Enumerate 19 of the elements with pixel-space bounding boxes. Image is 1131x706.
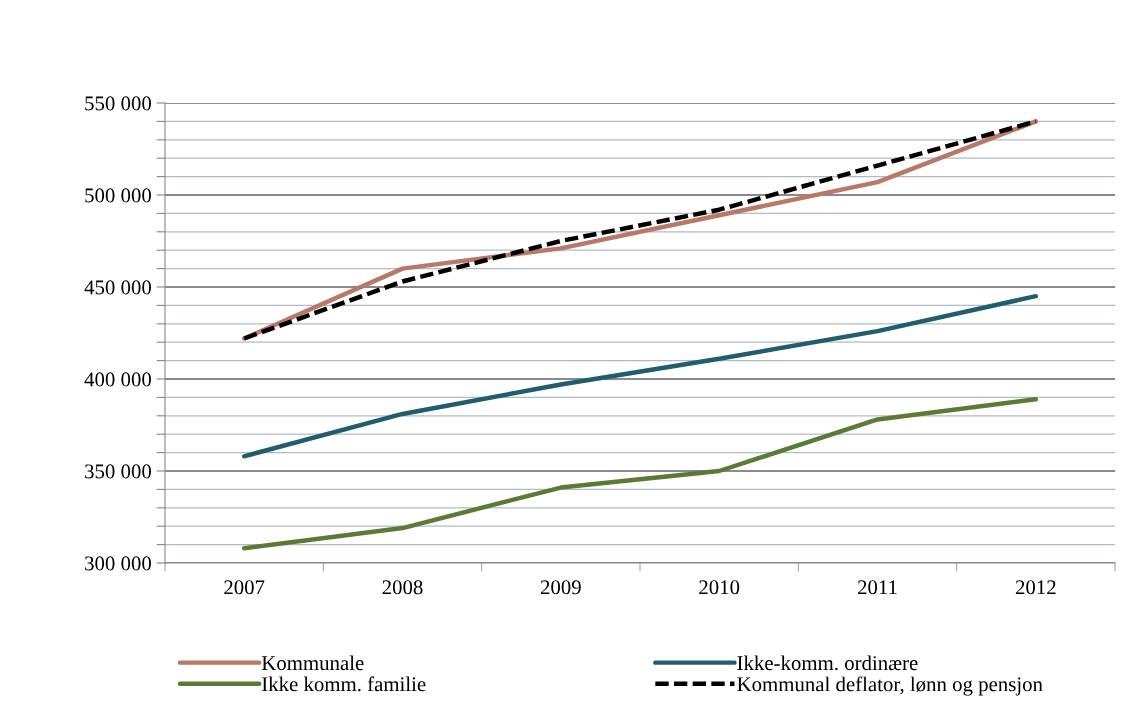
line-series xyxy=(241,119,1039,341)
legend-label: Kommunale xyxy=(261,655,364,671)
y-tick-label: 350 000 xyxy=(85,464,152,479)
x-tick-label: 2012 xyxy=(1015,580,1056,595)
line-series xyxy=(241,397,1039,551)
legend-label: Ikke-komm. ordinære xyxy=(737,655,918,671)
x-tick-label: 2011 xyxy=(857,580,897,595)
x-tick-label: 2010 xyxy=(699,580,740,595)
y-tick-label: 450 000 xyxy=(84,280,152,295)
y-tick-label: 500 000 xyxy=(85,188,152,203)
y-tick-label: 400 000 xyxy=(84,372,152,387)
x-tick-label: 2008 xyxy=(382,580,423,595)
line-series xyxy=(241,293,1039,459)
x-tick-label: 2007 xyxy=(224,580,265,595)
legend-label: Ikke komm. familie xyxy=(262,676,426,692)
y-tick-label: 550 000 xyxy=(85,96,152,111)
legend-label: Kommunal deflator, lønn og pensjon xyxy=(737,676,1043,696)
y-tick-label: 300 000 xyxy=(85,556,152,571)
x-tick-label: 2009 xyxy=(540,580,581,595)
